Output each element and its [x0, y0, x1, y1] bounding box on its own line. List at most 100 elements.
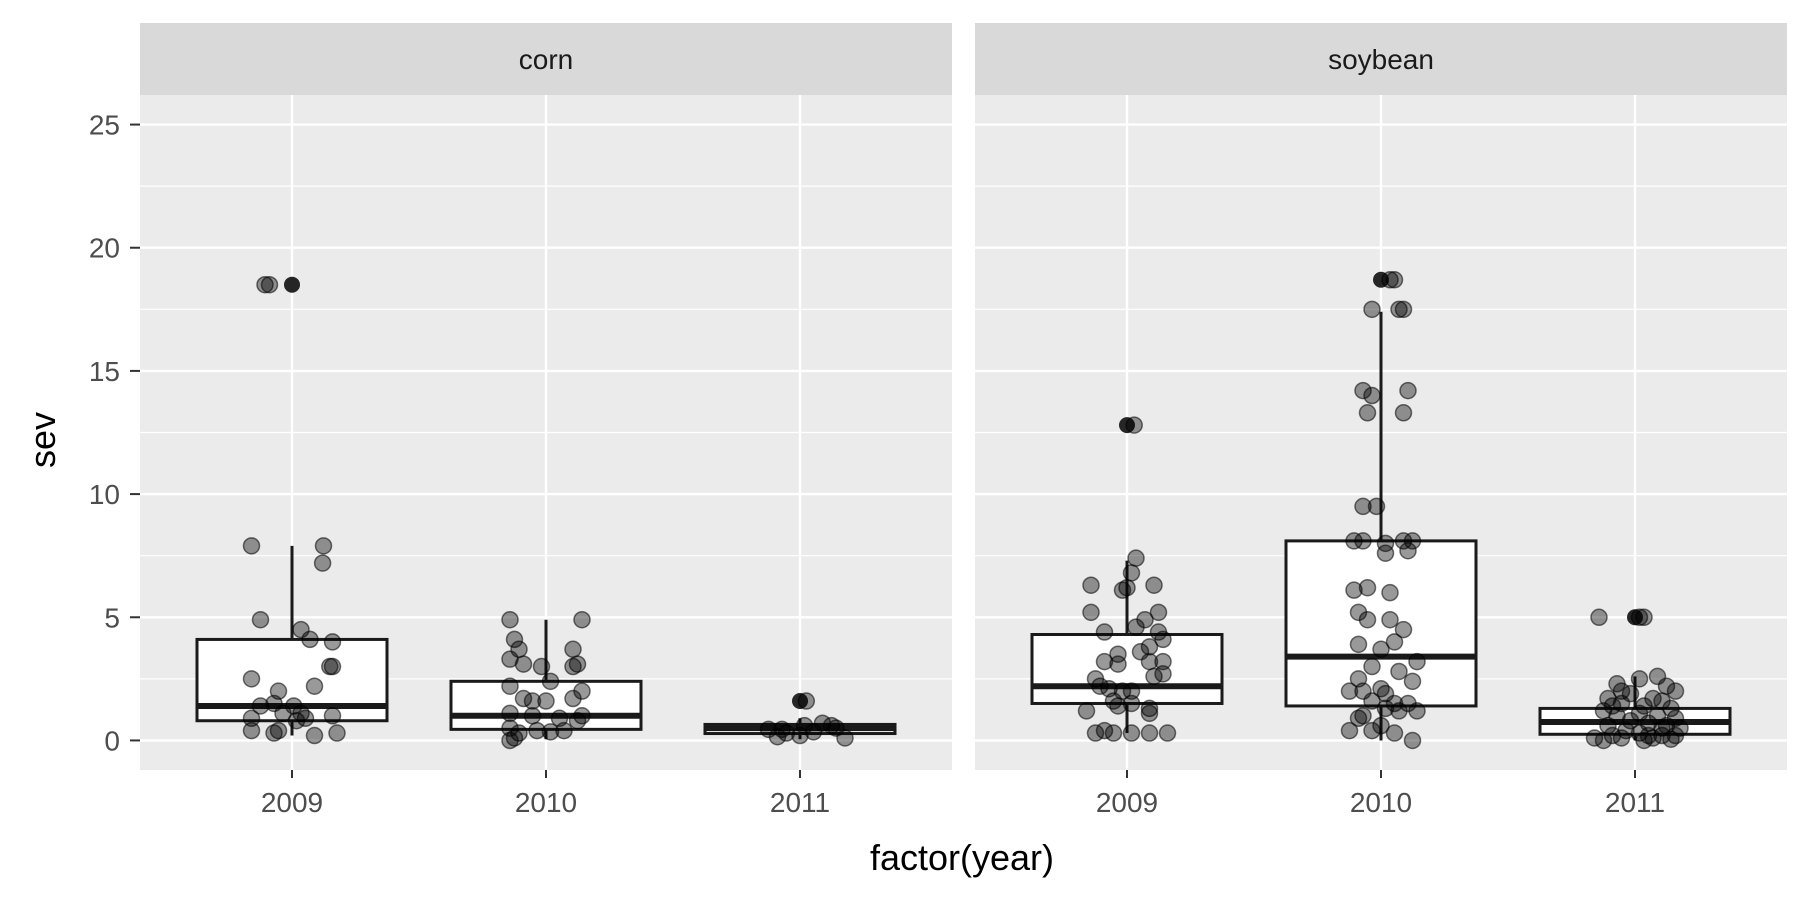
jitter-point	[1354, 532, 1372, 550]
jitter-point	[301, 630, 319, 649]
jitter-point	[1077, 702, 1096, 720]
jitter-point	[1122, 682, 1141, 700]
outlier-point	[1119, 417, 1135, 434]
y-tick-label: 20	[89, 233, 120, 264]
jitter-point	[1363, 721, 1381, 740]
jitter-point	[1381, 583, 1399, 602]
jitter-point	[1340, 721, 1359, 740]
jitter-point	[501, 677, 519, 695]
jitter-point	[1653, 719, 1671, 737]
jitter-point	[1390, 702, 1408, 720]
jitter-point	[1095, 623, 1114, 641]
chart-panels: corn 2009 2010 2011 soybean 2009 2010 2011	[140, 23, 1787, 818]
jitter-point	[1394, 300, 1413, 319]
jitter-point	[1372, 716, 1390, 735]
jitter-point	[501, 731, 519, 750]
jitter-point	[1340, 682, 1359, 700]
panel-soybean: soybean 2009 2010 2011	[975, 23, 1787, 818]
jitter-point	[804, 723, 823, 741]
jitter-point	[514, 655, 533, 673]
jitter-point	[573, 610, 591, 629]
box-soybean-2009	[1030, 416, 1224, 742]
y-tick-label: 10	[89, 479, 120, 510]
jitter-point	[1158, 724, 1177, 742]
jitter-point	[1399, 541, 1417, 560]
y-tick-label: 0	[104, 725, 120, 756]
jitter-point	[1385, 271, 1404, 289]
jitter-point	[1140, 724, 1159, 742]
jitter-point	[313, 554, 332, 572]
jitter-point	[573, 682, 591, 700]
jitter-point	[1376, 699, 1395, 718]
jitter-point	[1376, 544, 1395, 562]
jitter-point	[1635, 608, 1653, 627]
x-tick-label: 2010	[515, 787, 577, 818]
jitter-point	[523, 707, 542, 725]
jitter-point	[1367, 497, 1386, 516]
jitter-point	[1385, 724, 1404, 742]
jitter-point	[768, 727, 787, 746]
jitter-point	[1590, 608, 1608, 627]
jitter-point	[1399, 381, 1417, 400]
jitter-point	[1376, 534, 1395, 553]
jitter-point	[1113, 581, 1132, 599]
jitter-point	[555, 721, 573, 740]
jitter-point	[1082, 603, 1100, 622]
box-soybean-2010	[1284, 271, 1478, 750]
jitter-point	[1354, 381, 1372, 400]
jitter-point	[1345, 532, 1363, 550]
jitter-point	[1372, 640, 1390, 659]
jitter-point	[1394, 404, 1413, 422]
jitter-point	[269, 721, 288, 740]
jitter-point	[1639, 726, 1658, 745]
jitter-point	[1603, 697, 1622, 715]
jitter-point	[1127, 549, 1145, 567]
jitter-point	[1104, 724, 1123, 742]
box-corn-2009	[195, 275, 389, 745]
jitter-point	[1354, 707, 1372, 725]
jitter-point	[242, 670, 261, 688]
y-tick-label: 5	[104, 602, 120, 633]
box-corn-2011	[703, 692, 897, 747]
jitter-point	[1122, 564, 1141, 582]
facet-strip	[975, 23, 1787, 95]
jitter-point	[251, 697, 270, 715]
jitter-point	[1390, 662, 1408, 681]
jitter-point	[274, 704, 292, 723]
jitter-point	[1662, 699, 1680, 718]
jitter-point	[323, 707, 342, 725]
facet-label: soybean	[1328, 44, 1434, 75]
jitter-point	[1381, 271, 1399, 289]
outlier-point	[1373, 271, 1389, 288]
jitter-point	[305, 726, 324, 745]
box-iqr	[449, 679, 643, 731]
jitter-point	[1621, 684, 1640, 703]
jitter-point	[1140, 704, 1159, 723]
jitter-point	[323, 633, 342, 651]
jitter-point	[1666, 682, 1685, 700]
x-tick-label: 2011	[1605, 787, 1665, 818]
jitter-point	[1109, 645, 1127, 663]
y-tick-label: 15	[89, 356, 120, 387]
jitter-point	[1109, 697, 1127, 715]
jitter-point	[1390, 300, 1408, 319]
jitter-point	[1122, 724, 1141, 742]
jitter-point	[501, 719, 519, 737]
jitter-point	[1358, 578, 1377, 597]
jitter-point	[260, 275, 279, 294]
y-tick-label: 25	[89, 110, 120, 141]
jitter-point	[242, 709, 261, 728]
jitter-point	[1140, 699, 1159, 718]
jitter-point	[242, 537, 261, 555]
jitter-point	[795, 716, 814, 735]
jitter-point	[568, 711, 587, 730]
outlier-point	[792, 693, 808, 710]
jitter-point	[256, 275, 274, 294]
jitter-point	[797, 692, 816, 710]
jitter-point	[1381, 610, 1399, 629]
jitter-point	[1345, 581, 1363, 599]
jitter-point	[532, 657, 551, 676]
outlier-point	[284, 276, 300, 293]
jitter-point	[791, 726, 809, 745]
